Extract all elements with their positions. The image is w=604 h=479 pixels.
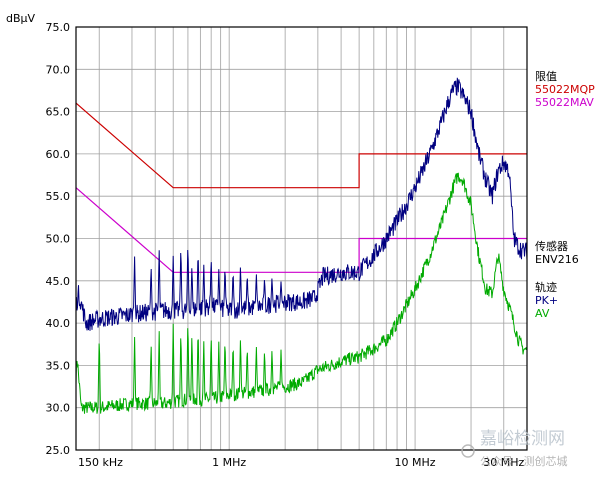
pk-trace-line [75,77,528,331]
y-tick-label: 60.0 [46,148,71,161]
watermark-sub: 公众号 · 测创芯城 [480,454,568,468]
y-tick-label: 30.0 [46,402,71,415]
legend-qp-limit: 55022MQP [535,83,595,96]
y-tick-label: 40.0 [46,317,71,330]
y-tick-label: 65.0 [46,106,71,119]
plot-frame [75,26,528,451]
y-tick-label: 35.0 [46,359,71,372]
legend-av-limit: 55022MAV [535,96,594,109]
x-axis-ticks: 150 kHz 1 MHz 10 MHz 30 MHz [78,456,525,469]
legend-transducer-name: ENV216 [535,253,579,266]
legend-av-trace: AV [535,307,550,320]
y-tick-label: 55.0 [46,190,71,203]
watermark: 嘉峪检测网 公众号 · 测创芯城 [461,429,568,468]
y-tick-label: 70.0 [46,63,71,76]
y-axis-unit-label: dBµV [6,12,36,25]
legend: 限值 55022MQP 55022MAV 传感器 ENV216 轨迹 PK+ A… [535,70,595,320]
x-tick-label: 10 MHz [395,456,436,469]
legend-trace-header: 轨迹 [535,280,557,294]
watermark-main: 嘉峪检测网 [480,429,565,449]
y-tick-label: 45.0 [46,275,71,288]
av-trace-line [75,172,528,414]
x-tick-label: 30 MHz [483,456,524,469]
qp-limit-line [75,102,527,189]
legend-transducer-header: 传感器 [535,240,568,253]
legend-pk-trace: PK+ [535,294,558,307]
y-axis-ticks: 75.0 70.0 65.0 60.0 55.0 50.0 45.0 40.0 35.0 30.0… [46,21,71,457]
legend-limit-header: 限值 [535,70,557,83]
y-tick-label: 75.0 [46,21,71,34]
y-tick-label: 25.0 [46,444,71,457]
x-tick-label: 1 MHz [212,456,246,469]
av-limit-line [75,187,527,273]
x-tick-label: 150 kHz [78,456,123,469]
wechat-icon [461,444,475,458]
y-tick-label: 50.0 [46,233,71,246]
